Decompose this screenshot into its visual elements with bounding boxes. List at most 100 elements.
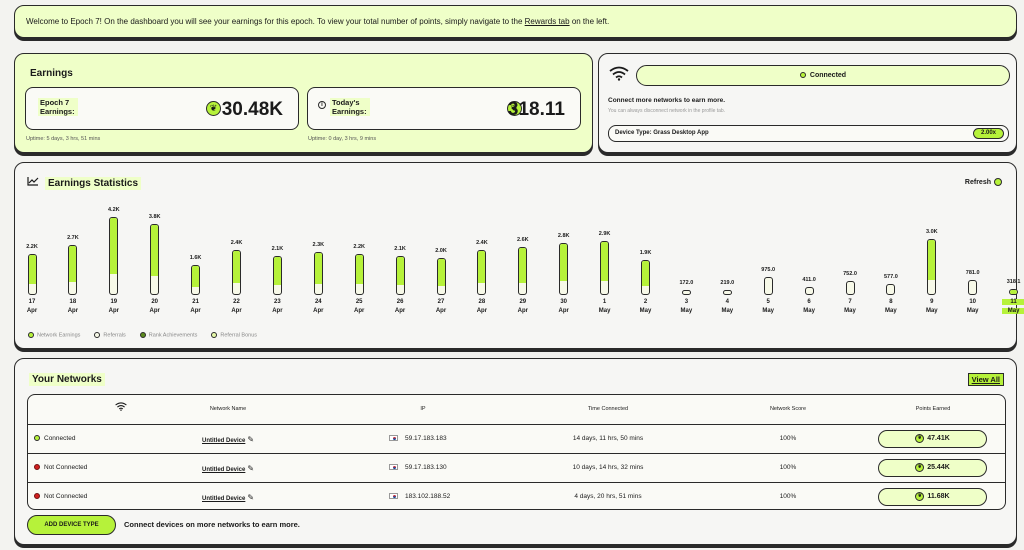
chart-bar[interactable] [927, 239, 937, 295]
epoch-uptime: Uptime: 5 days, 3 hrs, 51 mins [26, 136, 101, 142]
chart-bar[interactable] [968, 280, 978, 295]
chart-data-label: 1.9K [639, 249, 652, 256]
chart-tick-day: 26 [396, 299, 404, 305]
legend-swatch [139, 332, 146, 338]
chart-data-label: 172.0 [679, 280, 694, 286]
add-device-type-button[interactable]: ADD DEVICE TYPE [27, 515, 116, 535]
chart-bar[interactable] [354, 254, 364, 295]
chart-tick-month: May [598, 308, 611, 314]
device-type-label: Device Type: [615, 130, 652, 136]
chart-bar[interactable] [477, 250, 487, 295]
status-label: Connected [44, 435, 76, 442]
network-score-value: 100% [779, 435, 797, 442]
chart-tick-day: 10 [969, 299, 977, 305]
chart-data-label: 3.8K [148, 214, 161, 221]
add-device-message: Connect devices on more networks to earn… [124, 520, 300, 529]
chart-bar-fill [560, 244, 568, 281]
chart-bar[interactable] [27, 254, 37, 295]
refresh-icon [994, 178, 1002, 186]
refresh-button[interactable]: Refresh [965, 178, 1002, 186]
chart-bar[interactable] [68, 244, 78, 295]
legend-referrals: Referrals [94, 332, 126, 339]
table-row: Not Connected Untitled Device ✎ 59.17.183… [28, 453, 1005, 482]
ip-cell: 59.17.183.130 [389, 464, 447, 471]
earnings-card: Earnings Epoch 7 Earnings: ❦ 30.48K Upti… [14, 53, 593, 153]
info-icon[interactable]: i [318, 101, 326, 109]
points-earned-pill: ❦ 47.41K [878, 430, 987, 448]
chart-tick-month: May [844, 308, 856, 314]
chart-tick-day: 2 [643, 299, 648, 305]
chart-tick-month: May [680, 308, 693, 314]
chart-bar[interactable] [641, 259, 650, 295]
refresh-label: Refresh [964, 178, 991, 186]
pencil-edit-icon[interactable]: ✎ [247, 493, 255, 502]
chart-bar[interactable] [559, 243, 569, 295]
chart-bar[interactable] [763, 276, 773, 295]
grass-leaf-icon: ❦ [915, 462, 925, 472]
chart-tick-day: 21 [192, 299, 199, 305]
chart-bar-fill [642, 260, 649, 286]
chart-data-label: 1.6K [189, 255, 202, 262]
chart-bar[interactable] [845, 281, 855, 295]
disconnect-hint: You can always disconnect network in the… [608, 108, 726, 114]
chart-bar[interactable] [436, 257, 446, 295]
pencil-edit-icon[interactable]: ✎ [247, 435, 255, 444]
chart-bar[interactable] [886, 284, 896, 295]
chart-bar[interactable] [109, 217, 119, 295]
chart-bar[interactable] [272, 256, 282, 295]
banner-suffix: on the left. [571, 17, 610, 26]
chart-tick-month: Apr [558, 308, 569, 314]
chart-bar[interactable] [681, 290, 691, 295]
chart-tick-month: Apr [190, 308, 201, 314]
chart-data-label: 2.1K [271, 246, 284, 252]
chart-bar[interactable] [518, 246, 528, 295]
pencil-edit-icon[interactable]: ✎ [247, 464, 255, 473]
chart-tick-day: 30 [560, 299, 568, 305]
chart-bar[interactable] [232, 250, 241, 295]
chart-bar-fill [519, 247, 527, 283]
chart-tick-month: Apr [313, 308, 324, 314]
time-connected-value: 14 days, 11 hrs, 50 mins [572, 435, 644, 442]
epoch-earnings-label: Epoch 7 Earnings: [38, 98, 78, 116]
chart-data-label: 2.1K [394, 246, 406, 252]
legend-network-earnings: Network Earnings [28, 332, 80, 338]
points-value: 47.41K [927, 435, 950, 442]
legend-label: Referrals [103, 332, 126, 339]
chart-bar[interactable] [150, 224, 160, 295]
chart-data-label: 2.2K [353, 244, 365, 251]
device-name-link[interactable]: Untitled Device [202, 496, 246, 502]
device-name-link[interactable]: Untitled Device [202, 467, 246, 473]
networks-title: Your Networks [29, 373, 105, 386]
chart-tick-day: 5 [766, 299, 770, 305]
chart-tick-month: Apr [394, 308, 406, 314]
your-networks-card: Your Networks View All Network Name IP T… [14, 358, 1017, 545]
connection-card: Connected Connect more networks to earn … [598, 53, 1017, 153]
device-type-value: Grass Desktop App [653, 130, 709, 136]
chart-tick-month: May [885, 308, 897, 314]
grass-leaf-icon: ❦ [206, 101, 221, 116]
chart-bar[interactable] [600, 241, 610, 295]
chart-tick-day: 29 [519, 299, 527, 305]
legend-label: Referral Bonus [220, 332, 258, 339]
chart-bar[interactable] [804, 287, 814, 295]
chart-data-label: 2.4K [476, 240, 488, 247]
chart-bar-fill [355, 255, 363, 285]
rewards-tab-link[interactable]: Rewards tab [524, 17, 570, 26]
status-dot-icon [799, 72, 806, 79]
chart-tick-month: Apr [26, 308, 38, 314]
chart-bar[interactable] [722, 290, 732, 295]
chart-bar[interactable] [313, 252, 323, 295]
banner-text: Welcome to Epoch 7! On the dashboard you… [26, 17, 523, 26]
chart-data-label: 4.2K [107, 207, 120, 213]
device-name-cell: Untitled Device ✎ [202, 493, 254, 502]
chart-bar[interactable] [395, 256, 405, 295]
chart-tick-day: 6 [807, 299, 811, 305]
chart-tick-day: 7 [848, 299, 852, 305]
chart-tick-month: Apr [149, 308, 160, 314]
chart-bar[interactable] [1009, 289, 1019, 295]
today-earnings-value: 318.11 [507, 99, 565, 120]
device-name-link[interactable]: Untitled Device [202, 438, 246, 444]
view-all-link[interactable]: View All [967, 373, 1004, 386]
status-label: Not Connected [44, 493, 88, 500]
chart-bar[interactable] [191, 265, 201, 295]
